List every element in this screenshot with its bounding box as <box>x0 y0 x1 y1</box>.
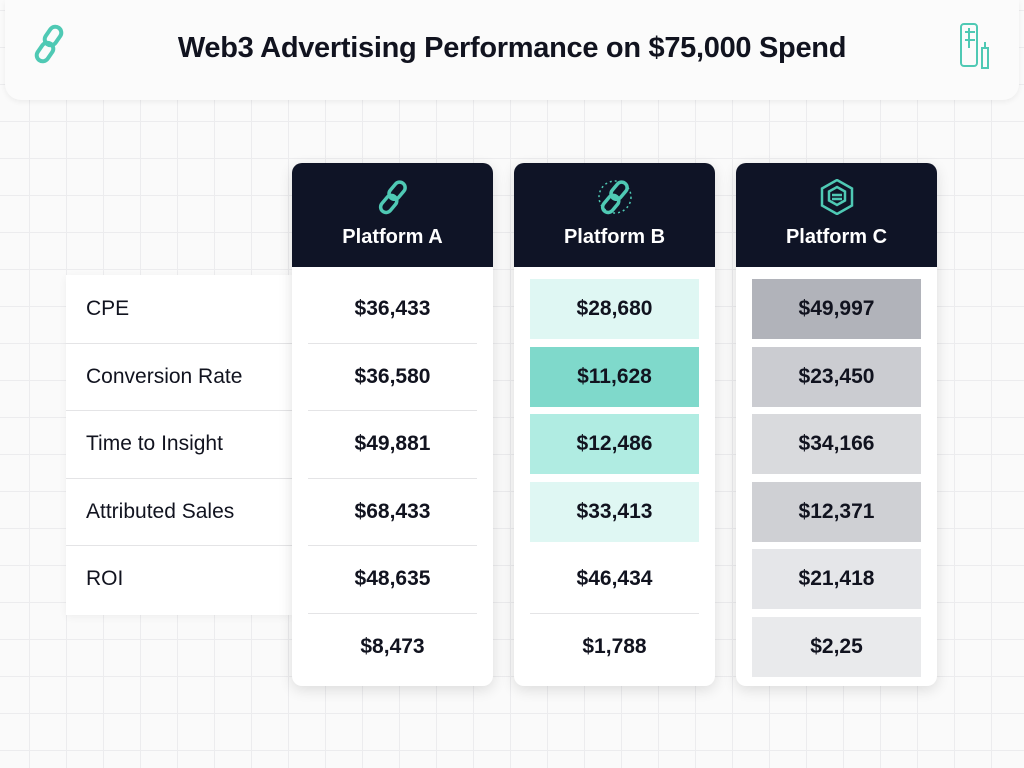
row-label: CPE <box>86 297 130 320</box>
row-label: Attributed Sales <box>86 499 235 523</box>
row-labels-panel: CPE Conversion Rate Time to Insight Attribu… <box>66 275 292 615</box>
value-cell: $12,486 <box>530 414 699 474</box>
value-cell: $49,881 <box>354 432 431 455</box>
row-label: Conversion Rate <box>86 364 243 388</box>
value-cell: $36,580 <box>354 364 431 388</box>
value-cell: $28,680 <box>530 279 699 339</box>
platform-name: Platform B <box>563 226 666 248</box>
dotted-chain-link-icon <box>597 180 632 215</box>
value-cell: $8,473 <box>360 634 425 658</box>
row-divider <box>308 612 477 614</box>
row-divider <box>66 342 292 344</box>
platform-name: Platform C <box>785 226 888 248</box>
row-divider <box>66 410 292 411</box>
value-cell: $12,371 <box>752 481 921 542</box>
chain-link-icon <box>34 24 64 64</box>
platform-name: Platform A <box>342 226 443 248</box>
value-cell: $23,450 <box>752 346 921 407</box>
value-cell: $49,997 <box>752 279 921 339</box>
platform-header: Platform A <box>292 163 493 267</box>
hexagon-cube-icon <box>820 178 853 216</box>
platform-card: Platform B $28,680 $11,628 $12,486 $33,413 $4… <box>514 163 715 686</box>
value-cell: $48,635 <box>354 567 431 590</box>
row-divider <box>530 612 699 614</box>
row-divider <box>308 410 477 411</box>
value-cell: $68,433 <box>354 499 431 523</box>
page-title: Web3 Advertising Performance on $75,000 … <box>177 32 847 64</box>
value-cell: $11,628 <box>530 346 699 407</box>
title-bar: Web3 Advertising Performance on $75,000 … <box>5 0 1019 100</box>
row-label: ROI <box>86 567 124 590</box>
row-divider <box>308 477 477 479</box>
platform-header: Platform B <box>514 163 715 267</box>
value-cell: $21,418 <box>752 549 921 609</box>
phone-bottle-icon <box>960 23 989 69</box>
platform-card: Platform C $49,997 $23,450 $34,166 $12,371 $2… <box>736 163 937 686</box>
row-divider <box>308 342 477 344</box>
value-cell: $33,413 <box>530 481 699 542</box>
row-divider <box>66 477 292 479</box>
platform-card: Platform A $36,433 $36,580 $49,881 $68,433 $4… <box>292 163 493 686</box>
value-cell: $34,166 <box>752 414 921 474</box>
row-divider <box>66 545 292 546</box>
chain-link-icon <box>378 180 407 215</box>
value-cell: $1,788 <box>582 634 647 658</box>
value-cell: $36,433 <box>354 297 431 320</box>
value-cell: $2,25 <box>752 616 921 677</box>
row-divider <box>308 545 477 546</box>
platform-header: Platform C <box>736 163 937 267</box>
value-cell: $46,434 <box>576 567 653 590</box>
row-label: Time to Insight <box>86 432 223 455</box>
